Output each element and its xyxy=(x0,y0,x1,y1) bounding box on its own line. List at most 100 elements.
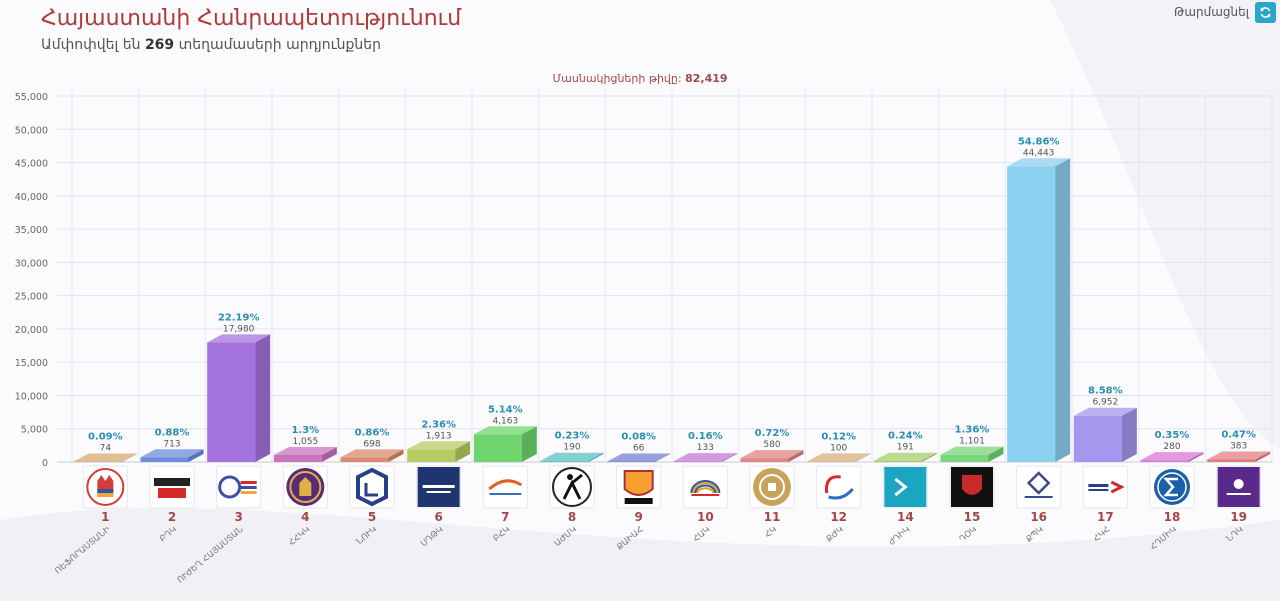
logo-shape xyxy=(696,487,715,494)
bar-top xyxy=(1140,452,1204,461)
refresh-button[interactable]: Թարմացնել xyxy=(1174,1,1276,23)
party-number: 14 xyxy=(897,510,914,524)
party-name: ՔՊԿ xyxy=(1024,525,1045,545)
bar-front xyxy=(1073,415,1122,462)
party-number: 12 xyxy=(830,510,847,524)
logo-shape xyxy=(690,480,721,494)
bar-top xyxy=(540,452,604,461)
bar-top xyxy=(740,450,804,459)
bird-logo xyxy=(482,465,528,509)
logo-shape xyxy=(489,493,522,495)
bar xyxy=(740,450,804,462)
logo-shape xyxy=(240,481,257,484)
party-number: 16 xyxy=(1030,510,1047,524)
bar-side xyxy=(255,334,271,462)
logo-shape xyxy=(567,474,573,480)
bar-value-label: 74 xyxy=(100,444,112,454)
party-number: 4 xyxy=(301,510,309,524)
bar xyxy=(140,449,204,462)
party-name: ՀՀԿԿ xyxy=(287,525,312,548)
party-name: ՆՈՒԿ xyxy=(355,525,379,548)
party-name: ՈՒԺԵՂ ՀԱՅԱՍՏԱՆ xyxy=(176,525,246,586)
logo-tile xyxy=(149,465,195,509)
logo-shape xyxy=(894,477,908,497)
bar-side xyxy=(1121,407,1137,462)
bar-value-label: 280 xyxy=(1163,442,1180,452)
party-number: 7 xyxy=(501,510,509,524)
bar-side xyxy=(788,450,804,462)
logo-shape xyxy=(824,475,841,494)
shield-logo xyxy=(949,465,995,509)
participants-label: Մասնակիցների թիվը: xyxy=(552,72,682,85)
party-name: ՈԵՖՈՐԱՍՏԱՆԻ xyxy=(53,525,112,577)
bar-top xyxy=(273,446,337,455)
bar-value-label: 133 xyxy=(697,443,714,453)
party-name: ՔԱԻԱՀ xyxy=(615,525,645,553)
bar xyxy=(1140,452,1204,462)
y-tick-label: 40,000 xyxy=(15,192,48,203)
refresh-icon[interactable] xyxy=(1255,1,1276,23)
y-tick-label: 25,000 xyxy=(15,292,48,303)
bar-percent-label: 5.14% xyxy=(488,404,523,415)
bar xyxy=(73,453,137,462)
bar-front xyxy=(73,461,122,462)
logo-shape xyxy=(1088,489,1109,491)
party-name: ՀԴՄԻԿ xyxy=(1149,525,1179,553)
logo-tile xyxy=(482,465,528,509)
bar-value-label: 1,913 xyxy=(426,431,452,441)
bar-top xyxy=(473,426,537,435)
bar-value-label: 44,443 xyxy=(1023,148,1055,158)
bar-front xyxy=(473,434,522,462)
bar-top xyxy=(607,453,671,462)
party-name: ՀԿ xyxy=(763,525,779,541)
logo-shape xyxy=(552,467,592,507)
logo-shape xyxy=(218,475,242,499)
ornament-logo xyxy=(749,465,795,509)
bar-side xyxy=(321,446,337,462)
y-tick-label: 20,000 xyxy=(15,325,48,336)
party-name: ՍԴԹԿ xyxy=(419,525,445,549)
bar-percent-label: 0.47% xyxy=(1221,429,1256,440)
bar-percent-label: 0.12% xyxy=(821,431,856,442)
logo-shape xyxy=(1026,471,1051,495)
bar xyxy=(673,453,737,462)
bar-value-label: 713 xyxy=(163,439,180,449)
cube-logo xyxy=(349,465,395,509)
bar-front xyxy=(273,454,322,462)
party-number: 10 xyxy=(697,510,714,524)
party-number: 2 xyxy=(168,510,176,524)
bar xyxy=(407,441,471,462)
bar-percent-label: 0.72% xyxy=(755,428,790,439)
bar-percent-label: 8.58% xyxy=(1088,386,1123,397)
y-tick-label: 45,000 xyxy=(15,159,48,170)
bar-top xyxy=(207,334,271,343)
bar-percent-label: 0.08% xyxy=(621,432,656,443)
party-number: 19 xyxy=(1230,510,1247,524)
logo-shape xyxy=(692,482,719,494)
bar-side xyxy=(1255,451,1271,462)
logo-shape xyxy=(97,489,114,493)
bar-value-label: 4,163 xyxy=(492,416,518,426)
bar-percent-label: 2.36% xyxy=(421,419,456,430)
party-number: 17 xyxy=(1097,510,1114,524)
logo-shape xyxy=(962,475,982,495)
logo-shape xyxy=(623,470,654,496)
republic-logo xyxy=(1216,465,1262,509)
bar-percent-label: 0.24% xyxy=(888,431,923,442)
party-name: ՀԿՀ xyxy=(1092,525,1113,544)
bar-percent-label: 0.16% xyxy=(688,431,723,442)
bar-front xyxy=(1007,166,1056,463)
qpk-logo xyxy=(1016,465,1062,509)
bar-value-label: 580 xyxy=(763,440,780,450)
party-number: 15 xyxy=(964,510,981,524)
bar-value-label: 1,055 xyxy=(292,437,318,447)
party-name: ՀԱԿ xyxy=(691,525,712,545)
party-name: ՔԺԿ xyxy=(825,525,846,545)
bar xyxy=(1007,158,1071,463)
party-name: ԴՕԿ xyxy=(958,525,979,545)
bar-percent-label: 0.86% xyxy=(355,427,390,438)
logo-tile xyxy=(816,465,862,509)
bar-top xyxy=(940,446,1004,455)
sigma-logo xyxy=(1149,465,1195,509)
